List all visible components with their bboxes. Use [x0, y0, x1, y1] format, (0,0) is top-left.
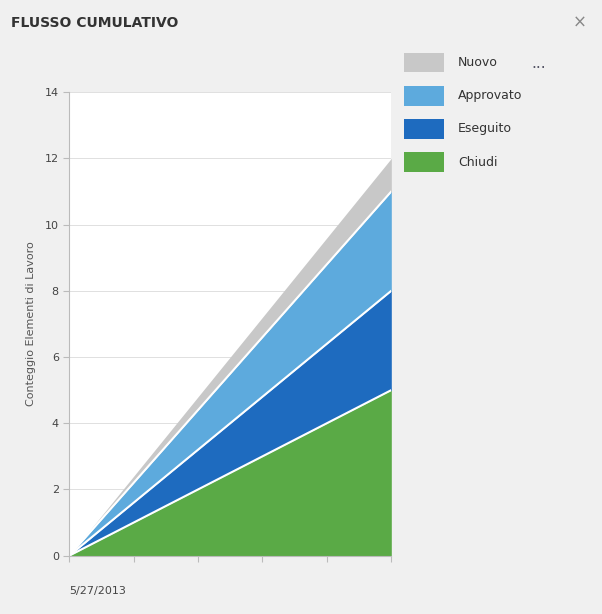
Bar: [404, 53, 444, 72]
Bar: [404, 152, 444, 172]
Text: ···: ···: [532, 61, 546, 76]
Text: ×: ×: [573, 14, 587, 32]
Bar: [404, 119, 444, 139]
Text: FLUSSO CUMULATIVO: FLUSSO CUMULATIVO: [11, 16, 178, 29]
Text: 5/27/2013: 5/27/2013: [69, 586, 126, 596]
Y-axis label: Conteggio Elementi di Lavoro: Conteggio Elementi di Lavoro: [26, 241, 36, 406]
Text: Chiudi: Chiudi: [458, 155, 498, 169]
Text: Eseguito: Eseguito: [458, 122, 512, 136]
Text: Approvato: Approvato: [458, 89, 523, 103]
Bar: [404, 86, 444, 106]
Text: Nuovo: Nuovo: [458, 56, 498, 69]
